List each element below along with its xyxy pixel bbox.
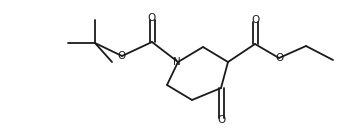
Text: O: O — [217, 115, 225, 125]
Text: O: O — [117, 51, 125, 61]
Text: O: O — [251, 15, 259, 25]
Text: N: N — [173, 57, 181, 67]
Text: O: O — [276, 53, 284, 63]
Text: O: O — [148, 13, 156, 23]
